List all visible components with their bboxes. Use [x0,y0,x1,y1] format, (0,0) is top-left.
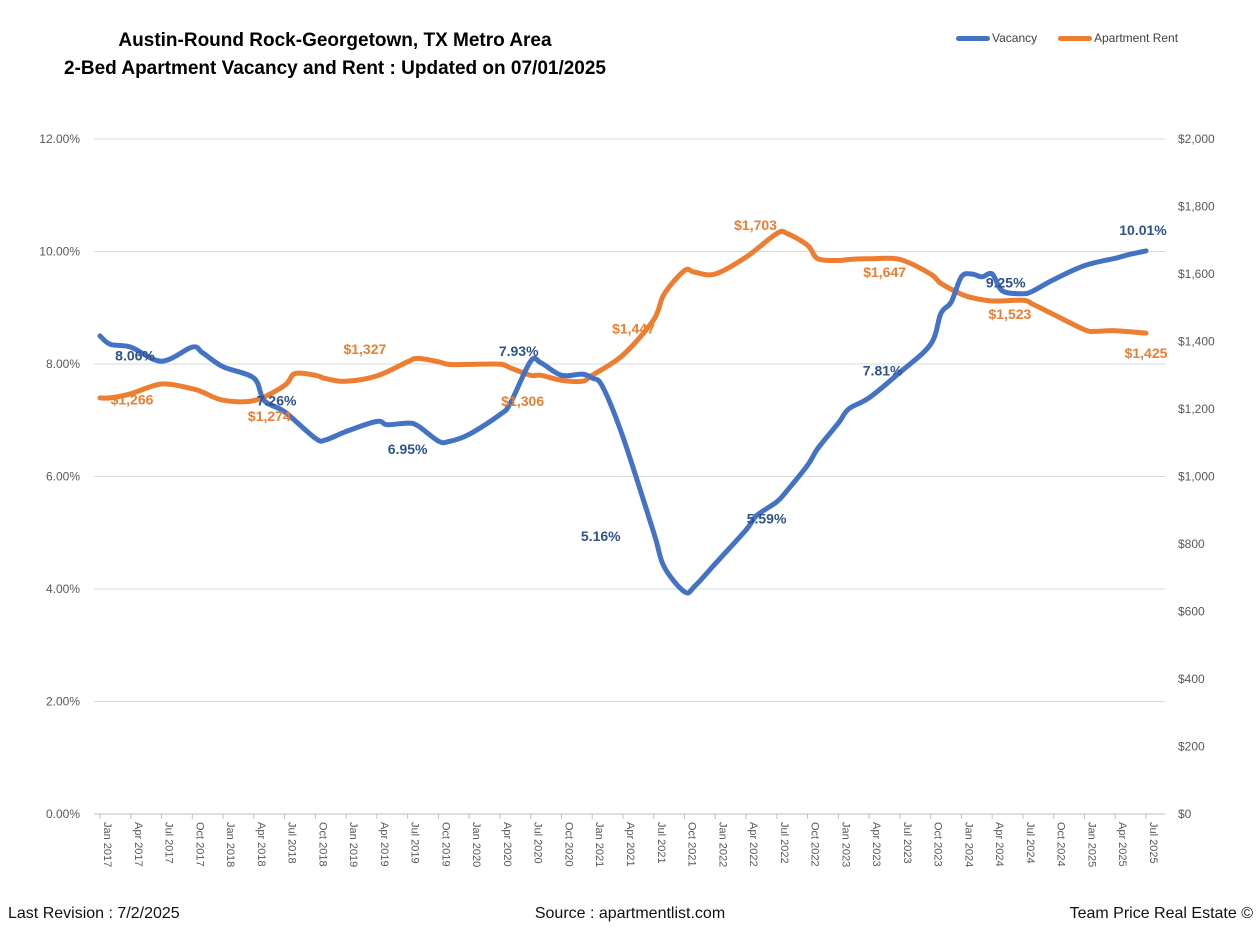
chart-title-line1: Austin-Round Rock-Georgetown, TX Metro A… [118,30,552,51]
x-tick-label: Apr 2024 [993,822,1005,867]
x-tick-label: Jan 2022 [716,822,728,867]
series-line-vacancy [97,248,1149,596]
x-tick-label: Jul 2021 [655,822,667,864]
series-line-apartment-rent [97,228,1149,405]
vacancy-data-label: 5.16% [581,528,621,544]
x-tick-label: Oct 2023 [932,822,944,867]
x-tick-label: Jan 2025 [1085,822,1097,867]
y-right-tick-label: $2,000 [1178,132,1215,146]
y-right-tick-label: $0 [1178,807,1192,821]
y-right-tick-label: $200 [1178,740,1205,754]
y-left-tick-label: 6.00% [46,470,80,484]
legend-rent-label: Apartment Rent [1094,31,1179,45]
y-right-tick-label: $800 [1178,537,1205,551]
x-tick-label: Apr 2022 [747,822,759,867]
x-tick-label: Jul 2017 [163,822,175,864]
x-tick-label: Jul 2020 [532,822,544,864]
chart-canvas: 0.00% 2.00% 4.00% 6.00% 8.00% 10.00% 12.00% $0 $… [39,132,1215,867]
footer-last-revision: Last Revision : 7/2/2025 [8,905,180,922]
x-tick-label: Jul 2025 [1147,822,1159,864]
y-left-tick-label: 4.00% [46,582,80,596]
vacancy-data-label: 9.25% [986,275,1026,291]
x-tick-label: Jan 2018 [224,822,236,867]
rent-data-label: $1,647 [863,264,906,280]
y-left-tick-label: 2.00% [46,695,80,709]
rent-data-label: $1,447 [612,321,655,337]
x-tick-label: Oct 2021 [686,822,698,867]
x-tick-label: Oct 2024 [1055,822,1067,867]
x-tick-label: Jan 2021 [593,822,605,867]
x-tick-label: Apr 2017 [132,822,144,867]
x-tick-label: Apr 2025 [1116,822,1128,867]
y-left-tick-label: 12.00% [39,132,80,146]
y-right-tick-label: $400 [1178,672,1205,686]
x-tick-label: Jan 2020 [470,822,482,867]
rent-data-label: $1,425 [1125,345,1168,361]
footer-source: Source : apartmentlist.com [534,905,726,922]
y-right-tick-label: $1,400 [1178,335,1215,349]
x-tick-label: Jul 2018 [286,822,298,864]
x-tick-label: Jan 2019 [347,822,359,867]
y-left-tick-label: 0.00% [46,807,80,821]
x-tick-label: Apr 2020 [501,822,513,867]
x-tick-label: Jan 2023 [839,822,851,867]
x-tick-label: Oct 2017 [193,822,205,867]
rent-data-label: $1,274 [248,408,291,424]
x-tick-label: Jan 2024 [962,822,974,867]
x-tick-label: Oct 2022 [809,822,821,867]
x-tick-label: Apr 2021 [624,822,636,867]
x-tick-label: Apr 2018 [255,822,267,867]
x-tick-label: Jul 2024 [1024,822,1036,864]
rent-data-label: $1,266 [111,392,154,408]
vacancy-data-label: 7.26% [257,393,297,409]
x-tick-label: Oct 2020 [562,822,574,867]
x-tick-label: Jul 2019 [409,822,421,864]
footer-credit: Team Price Real Estate © [1069,905,1253,922]
rent-data-label: $1,327 [343,341,386,357]
legend-rent-swatch [1058,36,1092,42]
legend-item-vacancy: Vacancy [956,31,1037,45]
vacancy-data-label: 10.01% [1119,222,1167,238]
y-right-tick-label: $1,600 [1178,267,1215,281]
rent-data-label: $1,306 [501,393,544,409]
y-left-tick-label: 8.00% [46,357,80,371]
legend-vacancy-label: Vacancy [992,31,1038,45]
legend-vacancy-swatch [956,36,990,42]
vacancy-data-label: 7.81% [863,363,903,379]
legend-item-rent: Apartment Rent [1058,31,1178,45]
vacancy-data-label: 6.95% [388,441,428,457]
x-tick-label: Apr 2023 [870,822,882,867]
x-tick-label: Apr 2019 [378,822,390,867]
y-right-tick-label: $1,000 [1178,470,1215,484]
y-left-tick-label: 10.00% [39,245,80,259]
chart-title-line2: 2-Bed Apartment Vacancy and Rent : Updat… [63,58,607,79]
y-right-tick-label: $1,200 [1178,402,1215,416]
vacancy-data-label: 7.93% [499,343,539,359]
rent-data-label: $1,703 [734,217,777,233]
vacancy-data-label: 8.06% [115,348,155,364]
y-right-tick-label: $600 [1178,605,1205,619]
rent-data-label: $1,523 [989,306,1032,322]
x-tick-label: Jan 2017 [101,822,113,867]
x-tick-label: Jul 2022 [778,822,790,864]
x-tick-label: Oct 2019 [439,822,451,867]
x-tick-label: Jul 2023 [901,822,913,864]
vacancy-data-label: 5.59% [747,511,787,527]
y-right-tick-label: $1,800 [1178,200,1215,214]
x-tick-label: Oct 2018 [316,822,328,867]
